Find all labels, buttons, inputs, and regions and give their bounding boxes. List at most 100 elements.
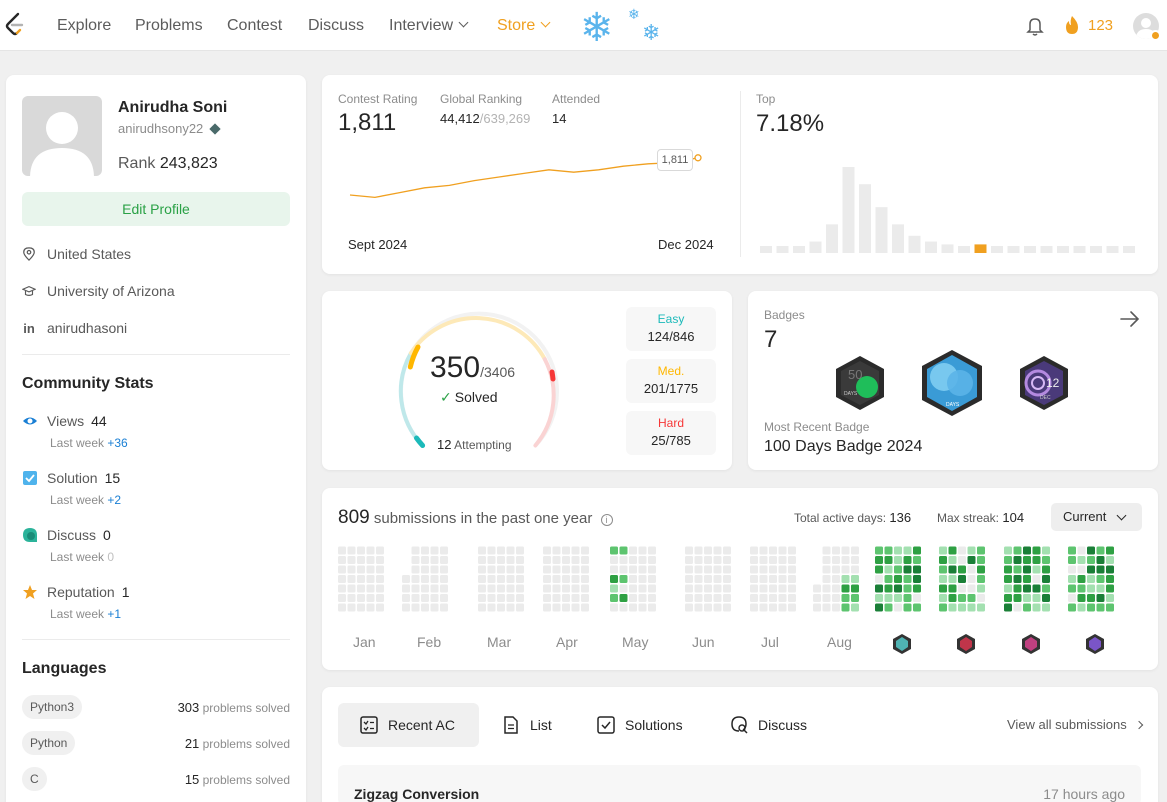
nav-contest[interactable]: Contest — [227, 17, 283, 34]
heatmap-cell — [610, 565, 618, 574]
heatmap-cell — [903, 575, 912, 583]
tab-recent-ac[interactable]: Recent AC — [338, 703, 479, 747]
nav-interview[interactable]: Interview — [389, 17, 469, 35]
attended-value: 14 — [552, 111, 567, 126]
heatmap-cell — [366, 575, 375, 583]
last-week-label: Last week — [50, 607, 105, 621]
heatmap-cell — [769, 546, 777, 555]
distribution-bar — [826, 224, 838, 253]
lang-count-c: 15 problems solved — [185, 772, 290, 787]
heatmap-cell — [440, 546, 448, 555]
profile-avatar[interactable] — [22, 96, 102, 176]
view-all-submissions-link[interactable]: View all submissions — [1007, 717, 1144, 732]
heatmap-cell — [421, 603, 429, 612]
heatmap-cell — [487, 594, 496, 602]
badge-text: DAYS — [946, 402, 960, 408]
solved-progress-ring[interactable] — [394, 311, 564, 461]
check-icon: ✓ — [440, 389, 452, 405]
heatmap-cell — [1004, 603, 1012, 612]
heatmap-cell — [884, 575, 893, 583]
medium-stat[interactable]: Med. 201/1775 — [626, 359, 716, 403]
bell-icon[interactable] — [1026, 16, 1044, 36]
nav-store[interactable]: Store — [497, 17, 551, 35]
month-badge-icon[interactable] — [1084, 633, 1106, 655]
tab-discuss[interactable]: Discuss — [730, 703, 807, 747]
heatmap-cell — [1013, 584, 1022, 593]
heatmap-cell — [581, 556, 589, 564]
heatmap-cell — [1068, 594, 1076, 602]
eye-icon — [23, 417, 37, 425]
info-icon[interactable]: i — [600, 514, 613, 526]
leetcode-logo-icon[interactable] — [4, 12, 28, 38]
school-text: University of Arizona — [47, 283, 175, 299]
heatmap-cell — [851, 565, 859, 574]
chevron-down-icon — [540, 17, 551, 28]
50-days-badge-icon[interactable]: 50 DAYS — [834, 355, 886, 411]
heatmap-cell — [552, 584, 561, 593]
lang-tag-python3[interactable]: Python3 — [22, 695, 83, 719]
heatmap-cell — [487, 603, 496, 612]
hard-stat[interactable]: Hard 25/785 — [626, 411, 716, 455]
heatmap-cell — [516, 556, 524, 564]
heatmap-cell — [1068, 584, 1076, 593]
distribution-bar — [1007, 246, 1020, 253]
location-text: United States — [47, 246, 132, 262]
global-ranking-label: Global Ranking — [440, 92, 523, 106]
heatmap-cell — [788, 594, 796, 602]
nav-discuss[interactable]: Discuss — [308, 17, 365, 34]
tab-solutions[interactable]: Solutions — [597, 703, 683, 747]
arrow-right-icon[interactable] — [1120, 310, 1140, 328]
chevron-down-icon — [458, 17, 469, 28]
heatmap-cell — [694, 594, 703, 602]
fire-icon[interactable] — [1064, 15, 1080, 35]
heatmap-cell — [832, 603, 840, 612]
heatmap-cell — [685, 556, 693, 564]
month-badge-icon[interactable] — [891, 633, 913, 655]
heatmap-cell — [552, 556, 561, 564]
lang-tag-c[interactable]: C — [22, 767, 47, 791]
heatmap-cell — [875, 565, 883, 574]
dec-badge-icon[interactable]: 12 DEC — [1018, 355, 1070, 411]
rating-distribution-chart[interactable] — [760, 167, 1140, 255]
premium-dot-icon — [1150, 30, 1161, 41]
heatmap-cell — [638, 556, 647, 564]
tab-label: Recent AC — [388, 717, 455, 733]
easy-label: Easy — [657, 312, 685, 326]
heatmap-cell — [338, 584, 346, 593]
streak-count[interactable]: 123 — [1088, 17, 1114, 34]
heatmap-cell — [638, 546, 647, 555]
heatmap-cell — [411, 565, 420, 574]
heatmap-cell — [778, 594, 787, 602]
heatmap-cell — [813, 594, 821, 602]
month-badge-icon[interactable] — [955, 633, 977, 655]
heatmap-cell — [713, 575, 722, 583]
heatmap-cell — [571, 603, 580, 612]
heatmap-cell — [543, 556, 551, 564]
nav-explore[interactable]: Explore — [57, 17, 112, 34]
heatmap-cell — [543, 546, 551, 555]
edit-profile-button[interactable]: Edit Profile — [22, 192, 290, 226]
checkbox-icon — [23, 471, 37, 485]
submission-heatmap[interactable] — [338, 546, 1148, 658]
chat-bubble-icon — [23, 528, 37, 542]
heatmap-cell — [402, 575, 410, 583]
verified-cube-icon — [209, 123, 221, 135]
linkedin-row[interactable]: in anirudhasoni — [22, 320, 127, 336]
rating-line-chart[interactable] — [338, 147, 728, 217]
heatmap-cell — [759, 546, 768, 555]
100-days-badge-icon[interactable]: DAYS — [920, 349, 984, 417]
easy-stat[interactable]: Easy 124/846 — [626, 307, 716, 351]
month-badge-icon[interactable] — [1020, 633, 1042, 655]
heatmap-cell — [759, 556, 768, 564]
recent-ac-row[interactable]: Zigzag Conversion 17 hours ago — [338, 765, 1141, 802]
period-select[interactable]: Current — [1051, 503, 1142, 531]
heatmap-cell — [610, 594, 618, 602]
heatmap-cell — [648, 584, 656, 593]
heatmap-cell — [543, 565, 551, 574]
tab-list[interactable]: List — [502, 703, 552, 747]
nav-problems[interactable]: Problems — [135, 17, 203, 34]
lang-tag-python[interactable]: Python — [22, 731, 76, 755]
heatmap-cell — [402, 603, 410, 612]
heatmap-cell — [1013, 603, 1022, 612]
heatmap-cell — [1087, 594, 1095, 602]
